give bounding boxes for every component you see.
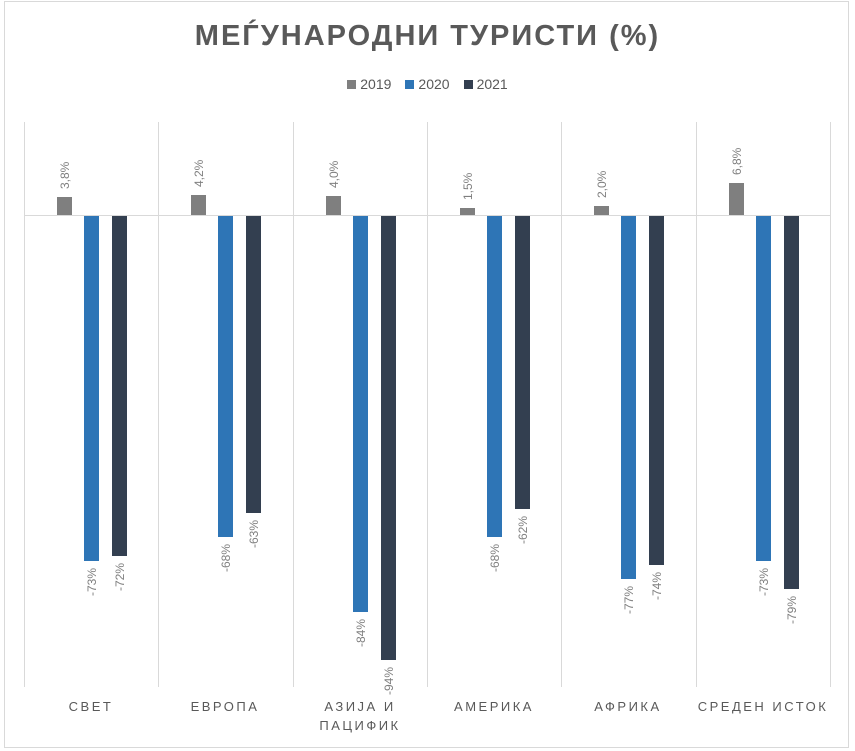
bar-2021 <box>515 216 530 509</box>
bar-2019 <box>594 205 609 215</box>
bar-2019 <box>191 195 206 215</box>
bar-2020 <box>353 216 368 613</box>
bar-2019 <box>57 197 72 215</box>
category-label: СВЕТ <box>24 697 158 716</box>
gridline <box>427 122 428 687</box>
legend-label: 2021 <box>476 76 508 92</box>
zero-axis-line <box>24 215 830 216</box>
chart-frame <box>4 1 849 748</box>
bar-2021 <box>246 216 261 514</box>
data-label: -68% <box>487 543 502 572</box>
gridline <box>293 122 294 687</box>
bar-2019 <box>729 182 744 215</box>
data-label: -94% <box>381 666 396 695</box>
legend-item-2019: 2019 <box>347 76 391 92</box>
data-label: -62% <box>515 515 530 544</box>
category-label-line: АМЕРИКА <box>454 699 534 714</box>
legend-item-2020: 2020 <box>405 76 450 92</box>
data-label: -79% <box>784 595 799 624</box>
bar-2020 <box>487 216 502 537</box>
bar-2020 <box>756 216 771 561</box>
plot-area: 3,8% -73% -72% 4,2% -68% -63% 4,0% -84% -94% 1,5%… <box>24 122 831 695</box>
chart-title: МЕЃУНАРОДНИ ТУРИСТИ (%) <box>194 20 661 52</box>
data-label: 4,2% <box>191 159 206 188</box>
bar-2021 <box>381 216 396 660</box>
bar-2020 <box>84 216 99 561</box>
data-label: -68% <box>218 543 233 572</box>
legend-swatch <box>463 79 473 89</box>
legend-label: 2019 <box>360 76 392 92</box>
gridline <box>24 122 25 687</box>
bar-2020 <box>621 216 636 580</box>
category-label-line: ПАЦИФИК <box>319 718 401 733</box>
bar-2021 <box>784 216 799 589</box>
category-label: АФРИКА <box>561 697 695 716</box>
legend-swatch <box>405 79 415 89</box>
category-label-line: АФРИКА <box>594 699 662 714</box>
data-label: -74% <box>649 572 664 601</box>
data-label: -72% <box>112 562 127 591</box>
data-label: 4,0% <box>326 160 341 189</box>
data-label: -84% <box>353 619 368 648</box>
bar-2020 <box>218 216 233 537</box>
category-label: ЕВРОПА <box>158 697 292 716</box>
gridline <box>158 122 159 687</box>
category-label-line: СВЕТ <box>68 699 114 714</box>
legend-swatch <box>347 79 357 89</box>
legend-label: 2020 <box>418 76 450 92</box>
data-label: 1,5% <box>460 172 475 200</box>
data-label: 3,8% <box>57 161 72 190</box>
chart-legend: 2019 2020 2021 <box>0 76 855 92</box>
bar-2019 <box>460 207 475 215</box>
category-label-line: АЗИЈА И <box>324 699 396 714</box>
bar-2021 <box>649 216 664 566</box>
gridline <box>830 122 831 687</box>
data-label: -73% <box>756 567 771 596</box>
category-label: СРЕДЕН ИСТОК <box>696 697 830 716</box>
bar-2021 <box>112 216 127 556</box>
gridline <box>696 122 697 687</box>
data-label: -77% <box>621 586 636 615</box>
data-label: 2,0% <box>594 170 609 198</box>
data-label: -63% <box>246 520 261 549</box>
gridline <box>561 122 562 687</box>
bar-2019 <box>326 196 341 215</box>
category-label-line: СРЕДЕН ИСТОК <box>697 699 829 714</box>
legend-item-2021: 2021 <box>463 76 508 92</box>
data-label: 6,8% <box>729 147 744 175</box>
category-label: АМЕРИКА <box>427 697 561 716</box>
category-label: АЗИЈА И ПАЦИФИК <box>293 697 427 735</box>
data-label: -73% <box>84 567 99 596</box>
category-label-line: ЕВРОПА <box>190 699 260 714</box>
